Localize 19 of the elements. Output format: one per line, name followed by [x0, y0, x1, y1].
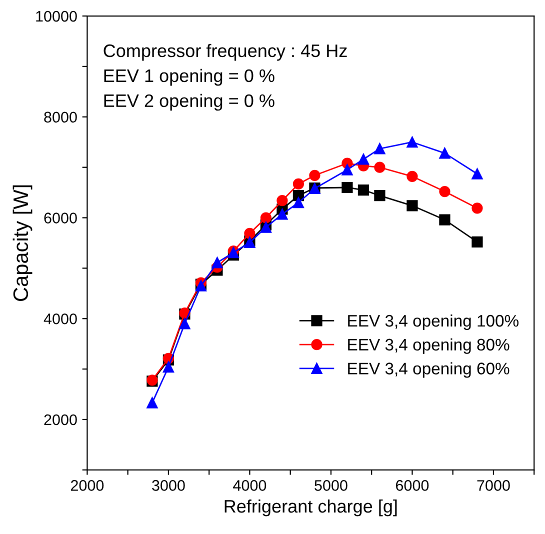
x-tick-label: 2000: [70, 480, 104, 491]
y-tick-label: 2000: [44, 414, 77, 426]
legend-label: EEV 3,4 opening 100%: [348, 314, 519, 330]
y-tick-label: 8000: [44, 112, 77, 123]
x-tick-label: 3000: [152, 480, 185, 491]
y-tick-label: 10000: [36, 10, 77, 22]
x-axis-title: Refrigerant charge [g]: [224, 499, 397, 516]
y-axis-title: Capacity [W]: [12, 185, 32, 301]
x-tick-label: 7000: [477, 480, 510, 491]
annotation: Compressor frequency : 45 Hz: [104, 44, 347, 61]
x-tick-label: 6000: [396, 480, 429, 491]
x-tick-label: 4000: [233, 480, 266, 491]
legend-label: EEV 3,4 opening 80%: [348, 338, 510, 354]
annotation: EEV 2 opening = 0 %: [104, 94, 274, 111]
annotation: EEV 1 opening = 0 %: [104, 68, 274, 86]
y-tick-label: 6000: [44, 212, 77, 224]
y-tick-label: 4000: [44, 313, 77, 324]
x-tick-label: 5000: [314, 480, 348, 491]
legend-label: EEV 3,4 opening 60%: [348, 362, 510, 378]
